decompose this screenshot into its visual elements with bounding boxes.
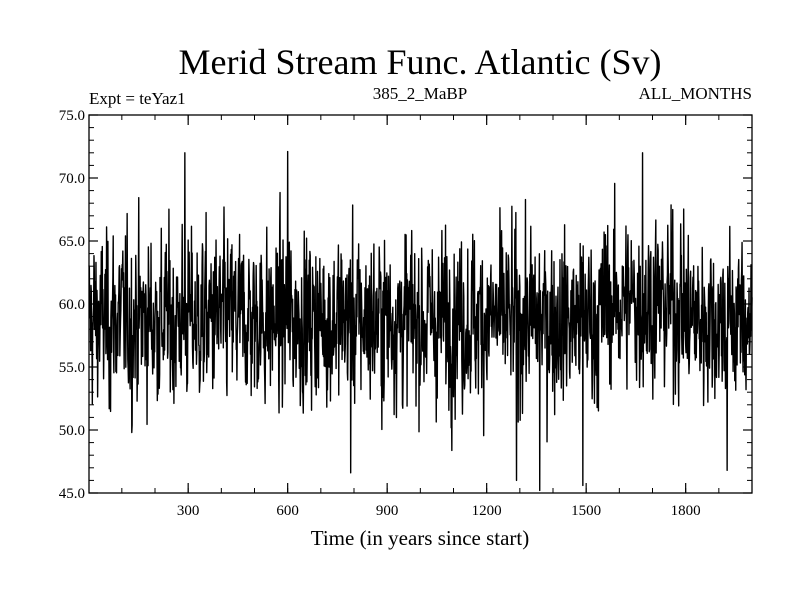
- y-tick-label: 50.0: [59, 423, 85, 439]
- y-tick-label: 70.0: [59, 171, 85, 187]
- run-label: 385_2_MaBP: [373, 84, 467, 103]
- y-tick-label: 55.0: [59, 360, 85, 376]
- y-tick-label: 60.0: [59, 297, 85, 313]
- x-tick-label: 1500: [571, 503, 601, 519]
- x-axis-label: Time (in years since start): [311, 526, 530, 550]
- x-tick-label: 1800: [671, 503, 701, 519]
- y-axis: 45.0 50.0 55.0 60.0 65.0 70.0 75.0: [59, 108, 752, 502]
- plot-frame: [88, 114, 753, 494]
- x-tick-label: 900: [376, 503, 399, 519]
- x-tick-label: 300: [177, 503, 200, 519]
- x-tick-label: 600: [276, 503, 299, 519]
- experiment-label: Expt = teYaz1: [89, 89, 186, 108]
- y-tick-label: 75.0: [59, 108, 85, 124]
- chart-title: Merid Stream Func. Atlantic (Sv): [179, 42, 662, 82]
- series-line: [88, 150, 753, 492]
- plot-area: [88, 150, 753, 492]
- x-axis: 300 600 900 1200 1500 1800: [121, 115, 753, 519]
- y-tick-label: 65.0: [59, 234, 85, 250]
- y-tick-label: 45.0: [59, 486, 85, 502]
- months-label: ALL_MONTHS: [639, 84, 752, 103]
- x-tick-label: 1200: [472, 503, 502, 519]
